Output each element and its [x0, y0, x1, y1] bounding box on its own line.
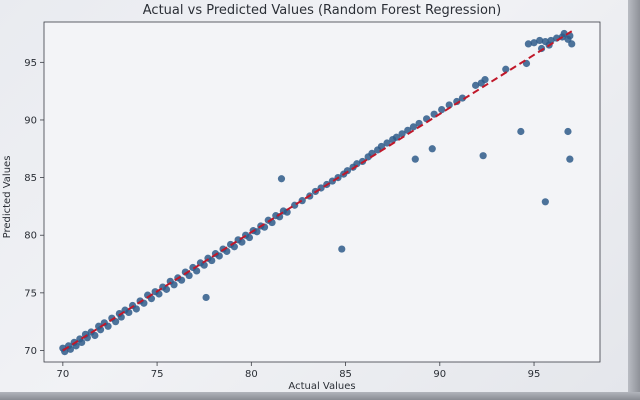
outlier-point	[541, 198, 549, 206]
outlier-point	[428, 145, 436, 153]
data-point	[245, 233, 254, 242]
data-point	[238, 238, 246, 246]
outlier-point	[524, 40, 532, 48]
y-tick-label: 75	[24, 288, 37, 299]
outlier-point	[338, 245, 346, 253]
outlier-point	[479, 152, 487, 160]
data-point	[125, 308, 133, 317]
outlier-point	[566, 155, 574, 163]
y-tick-label: 90	[24, 115, 37, 126]
data-point	[193, 267, 201, 275]
data-point	[112, 318, 120, 326]
data-point	[298, 197, 306, 205]
x-axis-label: Actual Values	[288, 381, 355, 392]
data-point	[481, 76, 489, 84]
scatter-chart: Actual vs Predicted Values (Random Fores…	[2, 3, 601, 392]
plot-area	[43, 21, 601, 363]
monitor-bezel-bottom	[0, 392, 640, 400]
data-point	[438, 105, 446, 114]
x-tick-label: 70	[56, 369, 69, 380]
outlier-point	[202, 293, 210, 302]
data-point	[409, 123, 418, 131]
data-point	[536, 36, 544, 45]
y-tick-label: 70	[24, 346, 37, 357]
x-tick-label: 75	[151, 369, 164, 380]
x-tick-label: 85	[339, 369, 352, 380]
data-point	[445, 101, 453, 109]
data-point	[91, 331, 99, 340]
data-point	[96, 326, 105, 334]
y-tick-label: 95	[24, 58, 37, 69]
axis-ticks: 70 75 80 85 90 95 70 75 80 85 90 95	[24, 58, 540, 380]
x-tick-label: 80	[245, 369, 258, 380]
data-point	[283, 208, 291, 216]
data-point	[530, 39, 538, 47]
x-tick-label: 90	[433, 369, 446, 380]
data-point	[398, 130, 406, 138]
data-point	[200, 261, 208, 269]
data-point	[170, 281, 178, 289]
outlier-point	[517, 127, 525, 136]
data-point	[458, 94, 467, 102]
outlier-point	[411, 155, 419, 163]
outlier-point	[472, 81, 480, 89]
data-point	[78, 338, 86, 347]
data-point	[162, 285, 171, 293]
data-point	[208, 256, 216, 265]
outlier-point	[564, 127, 572, 136]
data-point	[353, 160, 361, 168]
y-tick-label: 85	[24, 173, 37, 184]
data-point	[377, 142, 385, 151]
monitor-bezel-right	[628, 0, 640, 400]
data-point	[132, 305, 140, 313]
y-tick-label: 80	[24, 231, 37, 242]
outlier-point	[277, 175, 286, 183]
data-point	[560, 29, 568, 38]
y-axis-label: Predicted Values	[2, 156, 13, 239]
data-point	[185, 271, 193, 280]
data-point	[177, 276, 186, 284]
data-point	[104, 322, 112, 330]
data-point	[568, 40, 576, 48]
x-tick-label: 95	[528, 369, 541, 380]
chart-title: Actual vs Predicted Values (Random Fores…	[143, 3, 501, 18]
outlier-points	[202, 40, 574, 302]
data-point	[502, 65, 510, 73]
reference-line	[62, 30, 573, 352]
